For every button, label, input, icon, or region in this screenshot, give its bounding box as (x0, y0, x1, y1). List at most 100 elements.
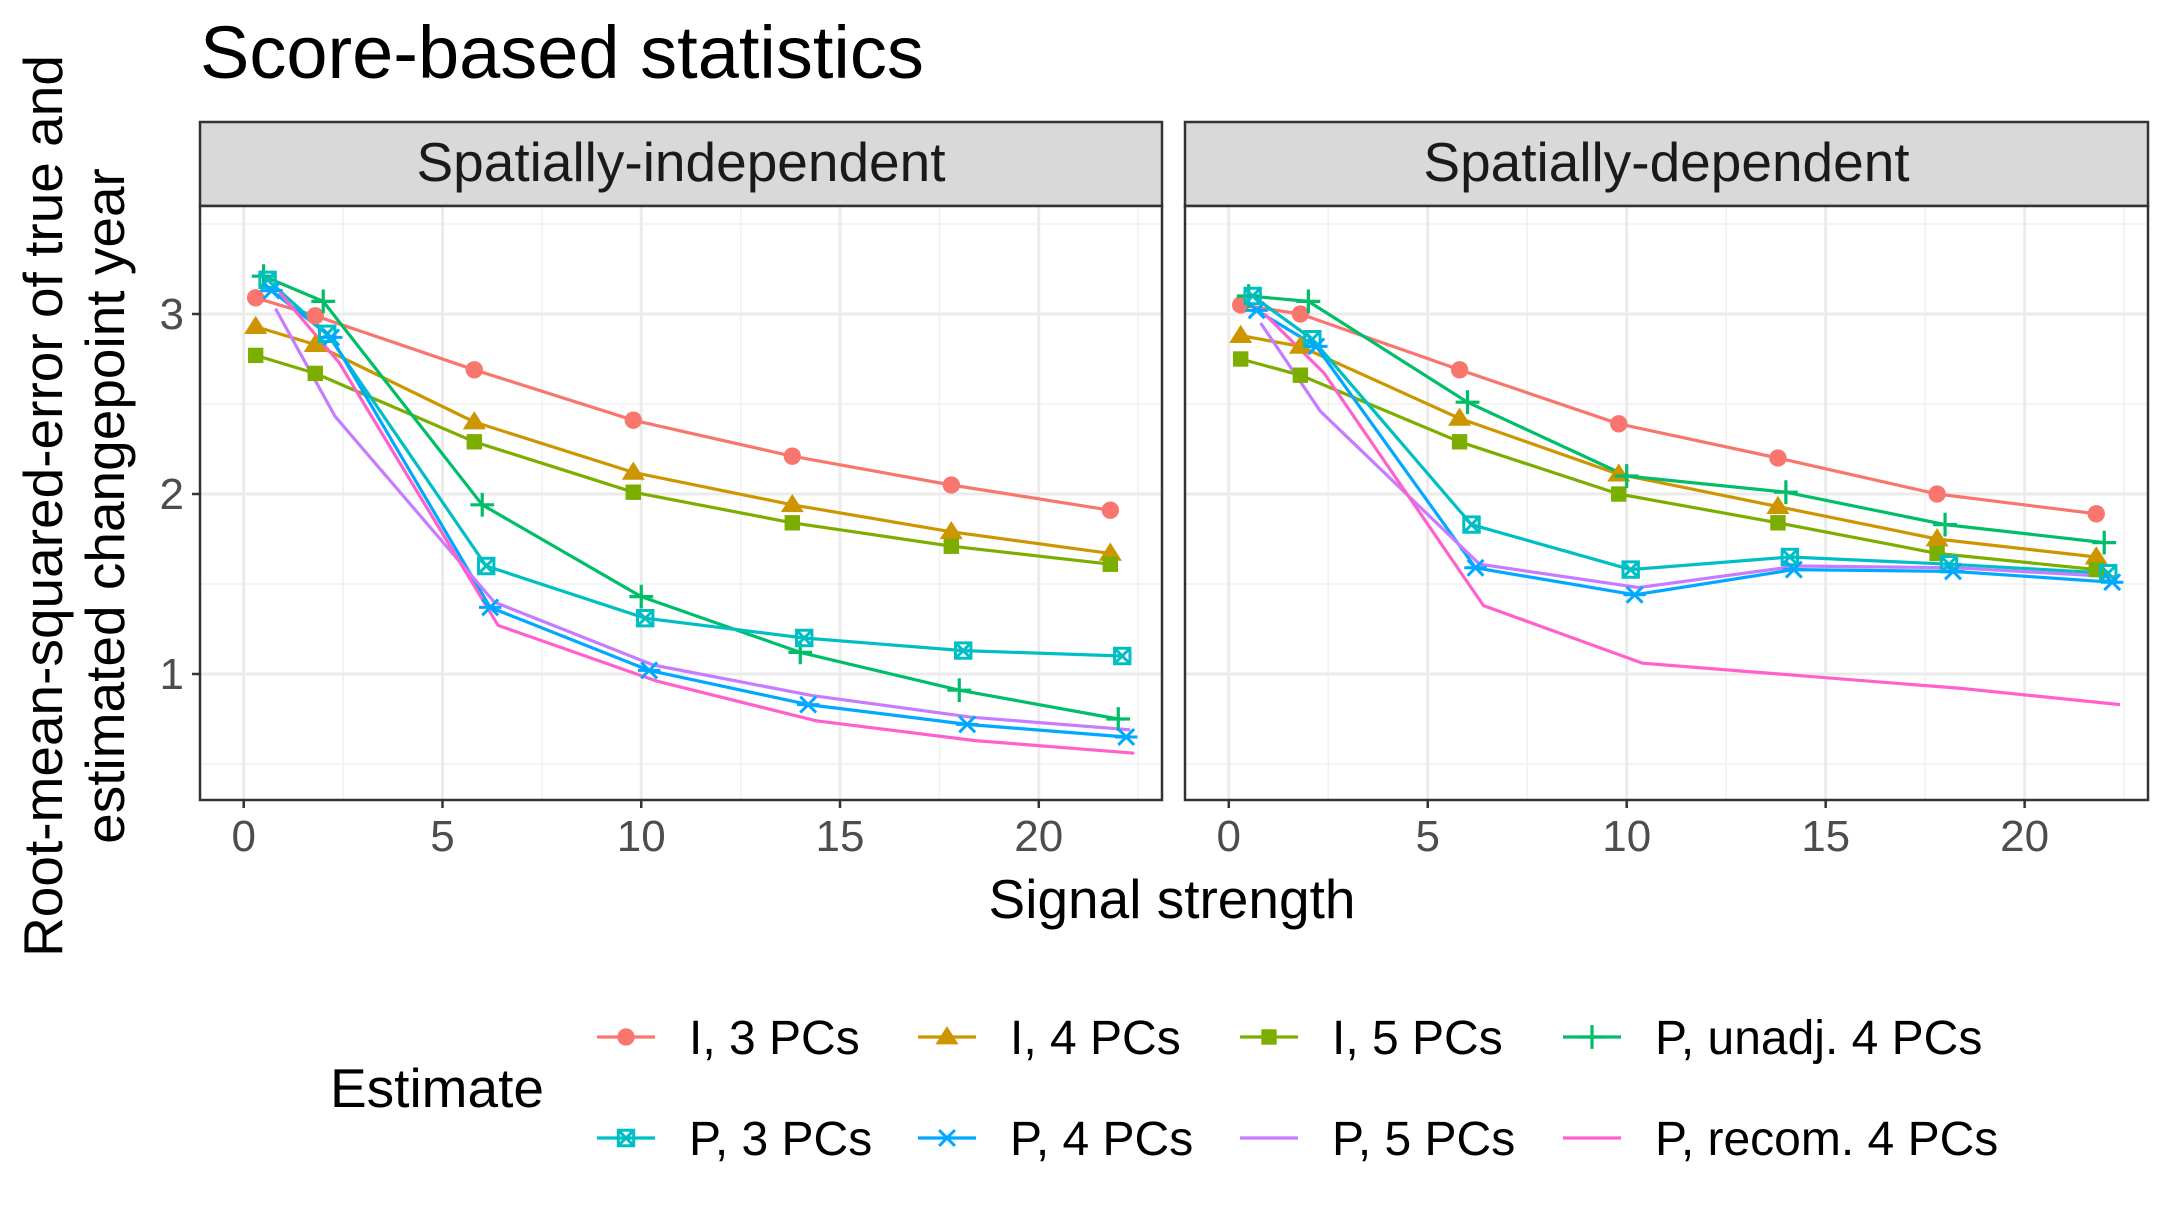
data-point (1623, 585, 1646, 604)
data-point (1288, 335, 1312, 354)
x-tick-label: 0 (231, 812, 255, 861)
data-point (956, 715, 979, 734)
data-point (2087, 505, 2105, 523)
x-tick-label: 15 (816, 812, 865, 861)
y-axis-title-line-2: estimated changepoint year (74, 168, 136, 844)
data-point (1766, 495, 1790, 514)
legend-label: P, recom. 4 PCs (1655, 1113, 1998, 1166)
x-tick-label: 5 (430, 812, 454, 861)
data-point (943, 538, 960, 554)
y-tick-label: 1 (160, 650, 184, 699)
data-point (465, 361, 483, 379)
legend-label: P, 4 PCs (1010, 1113, 1193, 1166)
y-tick-label: 2 (160, 470, 184, 519)
data-point (1455, 390, 1480, 415)
data-point (637, 661, 661, 680)
data-point (954, 641, 973, 660)
x-tick-label: 5 (1415, 812, 1439, 861)
data-point (311, 289, 336, 314)
legend-item: P, 3 PCs (597, 1113, 872, 1166)
legend-item: P, 4 PCs (918, 1113, 1193, 1166)
legend-label: I, 5 PCs (1332, 1012, 1503, 1065)
data-point (1245, 301, 1268, 320)
legend-title: Estimate (330, 1057, 544, 1119)
x-tick-label: 10 (1602, 812, 1651, 861)
data-point (2084, 546, 2108, 565)
data-point (1113, 646, 1132, 666)
data-point (1770, 515, 1786, 531)
legend-label: P, 3 PCs (689, 1113, 872, 1166)
legend-label: I, 3 PCs (689, 1012, 860, 1065)
legend-key-marker (935, 1026, 959, 1045)
data-point (1928, 485, 1946, 503)
data-point (2092, 530, 2117, 555)
data-point (244, 315, 268, 334)
data-point (1462, 515, 1481, 534)
data-point (621, 461, 645, 480)
data-point (477, 556, 496, 576)
data-point (939, 520, 963, 540)
x-tick-label: 20 (2000, 812, 2049, 861)
series-line (1263, 312, 2121, 707)
x-tick-label: 10 (617, 812, 666, 861)
x-tick-label: 15 (1801, 812, 1850, 861)
data-point (307, 365, 323, 382)
data-point (1243, 286, 1262, 306)
data-point (2100, 573, 2124, 592)
data-point (1451, 434, 1468, 450)
data-point (1292, 367, 1309, 383)
panel-border (1183, 204, 2150, 802)
data-point (625, 484, 641, 500)
data-point (636, 609, 655, 628)
data-point (783, 447, 801, 465)
legend-item: P, unadj. 4 PCs (1563, 1012, 1982, 1065)
legend-item: I, 3 PCs (597, 1012, 860, 1065)
chart-title: Score-based statistics (200, 11, 924, 94)
data-point (1614, 464, 1639, 488)
data-point (1291, 305, 1310, 323)
panel-border (198, 204, 1164, 802)
data-point (1098, 542, 1122, 561)
legend-item: I, 5 PCs (1240, 1012, 1503, 1065)
x-tick-label: 20 (1014, 812, 1063, 861)
data-point (1305, 337, 1328, 356)
x-axis-title: Signal strength (989, 868, 1356, 930)
data-point (1106, 707, 1131, 731)
data-point (629, 584, 654, 609)
data-point (795, 628, 814, 648)
data-point (1773, 480, 1798, 505)
legend-key-marker (616, 1128, 636, 1148)
data-point (947, 678, 972, 703)
data-point (780, 493, 804, 513)
data-point (1233, 351, 1249, 367)
data-point (1296, 289, 1321, 314)
series-line (278, 291, 1135, 755)
legend: I, 3 PCs I, 4 PCs I, 5 PCs P, unadj. 4 PCs P… (597, 1012, 1998, 1166)
panel-strip (1183, 120, 2150, 208)
legend-label: P, unadj. 4 PCs (1655, 1012, 1982, 1065)
data-point (1769, 449, 1787, 467)
data-point (1925, 528, 1949, 547)
panel-1: Spatially-independent 0 5 10 15 20 1 2 3 (160, 120, 1164, 861)
legend-key-marker (935, 1129, 959, 1147)
data-point (470, 492, 495, 517)
legend-key-marker (1580, 1025, 1604, 1049)
data-point (466, 434, 482, 450)
legend-item: I, 4 PCs (918, 1012, 1181, 1065)
data-point (478, 598, 502, 617)
data-point (1229, 324, 1253, 343)
data-point (306, 307, 324, 325)
panel-2: Spatially-dependent 0 5 10 15 20 (1183, 120, 2150, 861)
data-point (784, 515, 801, 531)
data-point (1611, 486, 1627, 502)
data-point (1610, 415, 1628, 433)
data-point (246, 289, 265, 307)
data-point (1941, 562, 1965, 581)
data-point (624, 411, 642, 429)
legend-key-marker (617, 1028, 635, 1046)
data-point (1102, 556, 1119, 572)
y-axis-title: Root-mean-squared-error of true and esti… (12, 55, 136, 957)
data-point (319, 328, 343, 347)
data-point (1448, 407, 1472, 426)
legend-label: I, 4 PCs (1010, 1012, 1181, 1065)
